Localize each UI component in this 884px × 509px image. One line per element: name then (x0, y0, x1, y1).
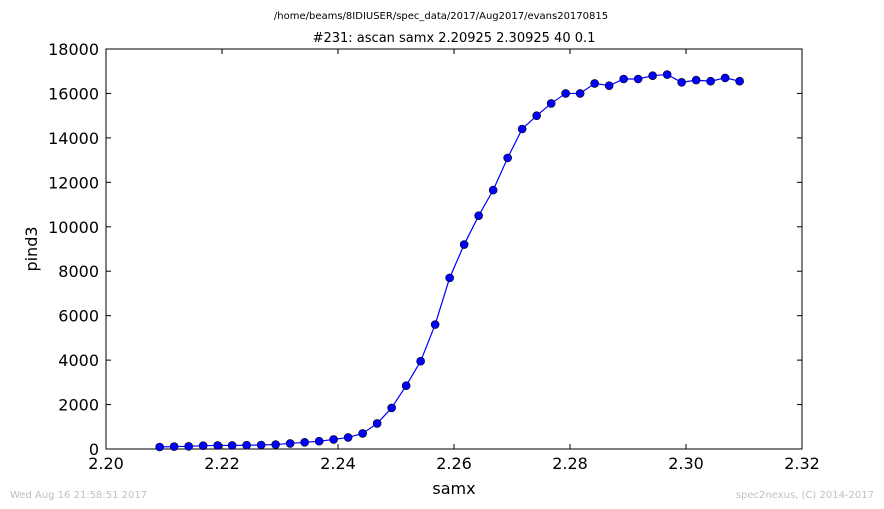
x-tick-label: 2.28 (552, 454, 588, 473)
x-tick-label: 2.24 (320, 454, 356, 473)
x-tick-label: 2.20 (88, 454, 124, 473)
y-tick-label: 4000 (58, 351, 99, 370)
data-point (590, 79, 599, 88)
data-point (619, 74, 628, 84)
data-point (271, 440, 280, 449)
data-point (155, 442, 164, 452)
data-point (575, 89, 585, 98)
data-point (503, 153, 512, 163)
data-point (691, 75, 701, 85)
data-point (459, 240, 469, 249)
y-tick-label: 16000 (48, 84, 99, 103)
data-point (314, 436, 324, 446)
x-tick-label: 2.30 (668, 454, 704, 473)
data-point (648, 71, 657, 80)
data-point (604, 81, 614, 90)
data-point (242, 440, 251, 450)
data-point (300, 438, 309, 447)
figure-suptitle: /home/beams/8IDIUSER/spec_data/2017/Aug2… (274, 11, 608, 22)
data-point (474, 211, 483, 220)
data-point (213, 441, 222, 450)
data-point (343, 433, 353, 442)
y-tick-label: 12000 (48, 173, 99, 192)
series-markers (155, 70, 744, 452)
y-axis: 0 2000 4000 6000 8000 10000 12000 14000 16000 180… (48, 40, 802, 459)
footer-credit: spec2nexus, (C) 2014-2017 (736, 490, 874, 501)
x-tick-label: 2.32 (784, 454, 820, 473)
data-point (198, 441, 208, 450)
data-point (401, 381, 411, 390)
y-tick-label: 10000 (48, 218, 99, 237)
data-point (662, 70, 672, 79)
x-axis: 2.20 2.22 2.24 2.26 2.28 2.30 2.32 (88, 49, 820, 473)
y-tick-label: 2000 (58, 396, 99, 415)
data-point (445, 273, 454, 283)
data-point (561, 89, 570, 98)
y-tick-label: 8000 (58, 262, 99, 281)
data-point (532, 111, 541, 120)
data-point (488, 185, 498, 195)
data-point (720, 73, 730, 83)
y-tick-label: 18000 (48, 40, 99, 59)
y-tick-label: 0 (89, 440, 99, 459)
data-point (430, 320, 440, 329)
data-point (633, 74, 643, 84)
y-tick-label: 6000 (58, 307, 99, 326)
y-axis-label: pind3 (22, 226, 41, 271)
data-point (358, 429, 367, 438)
y-tick-label: 14000 (48, 129, 99, 148)
data-point (517, 124, 527, 134)
data-point (387, 403, 396, 413)
data-point (285, 439, 295, 448)
chart-title: #231: ascan samx 2.20925 2.30925 40 0.1 (313, 31, 596, 46)
data-point (372, 419, 382, 428)
data-point (184, 442, 193, 451)
footer-timestamp: Wed Aug 16 21:58:51 2017 (10, 490, 147, 501)
data-point (677, 78, 686, 87)
data-point (329, 435, 338, 444)
data-point (227, 441, 237, 450)
data-point (416, 356, 425, 366)
data-point (706, 76, 715, 86)
x-axis-label: samx (432, 479, 475, 498)
plot-frame (105, 48, 803, 450)
data-point (256, 440, 266, 450)
x-tick-label: 2.22 (204, 454, 240, 473)
data-point (546, 99, 556, 108)
data-point (735, 76, 744, 86)
data-point (169, 442, 179, 451)
x-tick-label: 2.26 (436, 454, 472, 473)
